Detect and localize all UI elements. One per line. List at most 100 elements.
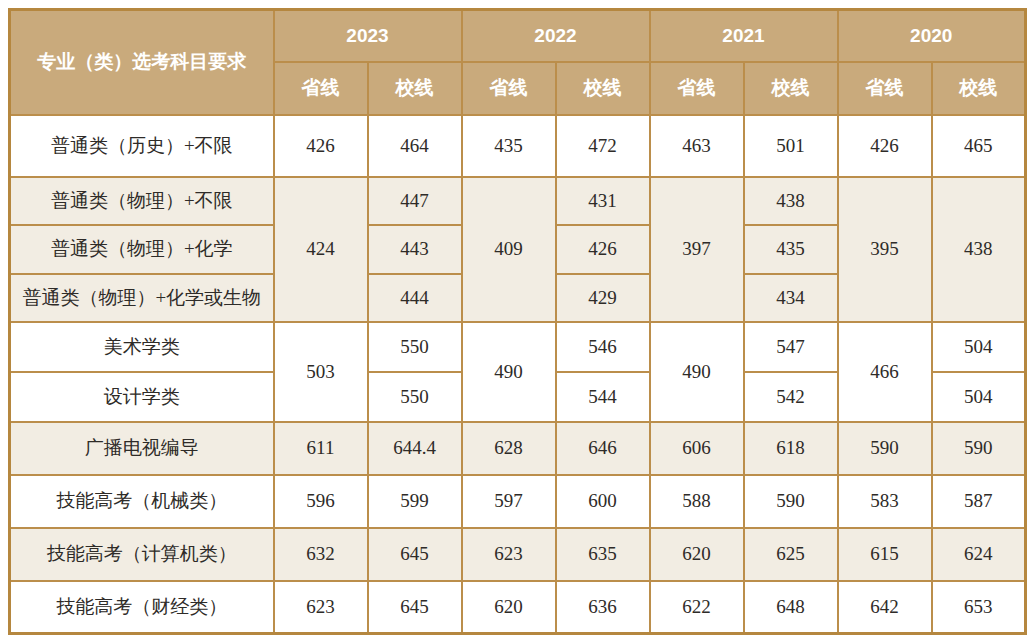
score-cell: 623	[462, 528, 556, 581]
score-cell: 546	[556, 322, 650, 372]
score-cell: 435	[462, 115, 556, 177]
score-cell: 620	[462, 581, 556, 634]
score-cell: 623	[274, 581, 368, 634]
score-cell: 636	[556, 581, 650, 634]
score-cell: 503	[274, 322, 368, 422]
score-cell: 466	[838, 322, 932, 422]
score-cell: 635	[556, 528, 650, 581]
table-row: 技能高考（财经类）623645620636622648642653	[10, 581, 1026, 634]
score-cell: 648	[744, 581, 838, 634]
score-cell: 599	[368, 475, 462, 528]
year-header-2020: 2020	[838, 10, 1026, 62]
score-cell: 463	[650, 115, 744, 177]
score-cell: 464	[368, 115, 462, 177]
score-cell: 590	[932, 422, 1026, 475]
score-cell: 596	[274, 475, 368, 528]
sub-header-2022-school: 校线	[556, 62, 650, 115]
score-cell: 501	[744, 115, 838, 177]
score-cell: 424	[274, 177, 368, 322]
score-cell: 632	[274, 528, 368, 581]
row-label: 美术学类	[10, 322, 274, 372]
score-cell: 409	[462, 177, 556, 322]
score-cell: 397	[650, 177, 744, 322]
row-label: 技能高考（机械类）	[10, 475, 274, 528]
year-header-2022: 2022	[462, 10, 650, 62]
score-cell: 438	[932, 177, 1026, 322]
sub-header-2020-province: 省线	[838, 62, 932, 115]
row-label: 普通类（物理）+不限	[10, 177, 274, 225]
score-cell: 429	[556, 274, 650, 322]
sub-header-2022-province: 省线	[462, 62, 556, 115]
score-cell: 426	[556, 225, 650, 274]
table-body: 普通类（历史）+不限426464435472463501426465普通类（物理…	[10, 115, 1026, 634]
score-cell: 472	[556, 115, 650, 177]
score-cell: 395	[838, 177, 932, 322]
table-row: 技能高考（机械类）596599597600588590583587	[10, 475, 1026, 528]
sub-header-2021-school: 校线	[744, 62, 838, 115]
score-cell: 625	[744, 528, 838, 581]
score-cell: 504	[932, 372, 1026, 422]
score-cell: 642	[838, 581, 932, 634]
table-row: 广播电视编导611644.4628646606618590590	[10, 422, 1026, 475]
score-cell: 624	[932, 528, 1026, 581]
score-cell: 490	[462, 322, 556, 422]
score-cell: 504	[932, 322, 1026, 372]
year-header-2021: 2021	[650, 10, 838, 62]
score-cell: 431	[556, 177, 650, 225]
row-label: 技能高考（计算机类）	[10, 528, 274, 581]
score-cell: 542	[744, 372, 838, 422]
score-cell: 645	[368, 581, 462, 634]
table-row: 技能高考（计算机类）632645623635620625615624	[10, 528, 1026, 581]
score-cell: 550	[368, 322, 462, 372]
year-header-2023: 2023	[274, 10, 462, 62]
score-cell: 646	[556, 422, 650, 475]
score-cell: 438	[744, 177, 838, 225]
page: 专业（类）选考科目要求2023202220212020省线校线省线校线省线校线省…	[0, 0, 1032, 635]
score-cell: 587	[932, 475, 1026, 528]
score-cell: 490	[650, 322, 744, 422]
score-cell: 544	[556, 372, 650, 422]
sub-header-2023-province: 省线	[274, 62, 368, 115]
score-cell: 597	[462, 475, 556, 528]
score-cell: 588	[650, 475, 744, 528]
score-cell: 590	[744, 475, 838, 528]
table-row: 普通类（物理）+不限424447409431397438395438	[10, 177, 1026, 225]
score-cell: 618	[744, 422, 838, 475]
score-cell: 653	[932, 581, 1026, 634]
row-label: 普通类（历史）+不限	[10, 115, 274, 177]
score-cell: 644.4	[368, 422, 462, 475]
score-cell: 600	[556, 475, 650, 528]
score-cell: 447	[368, 177, 462, 225]
score-cell: 606	[650, 422, 744, 475]
score-cell: 426	[838, 115, 932, 177]
row-label: 设计学类	[10, 372, 274, 422]
score-cell: 465	[932, 115, 1026, 177]
score-cell: 434	[744, 274, 838, 322]
row-label: 普通类（物理）+化学或生物	[10, 274, 274, 322]
score-cell: 583	[838, 475, 932, 528]
score-cell: 547	[744, 322, 838, 372]
corner-header: 专业（类）选考科目要求	[10, 10, 274, 115]
score-cell: 620	[650, 528, 744, 581]
score-cell: 611	[274, 422, 368, 475]
score-cell: 435	[744, 225, 838, 274]
sub-header-2020-school: 校线	[932, 62, 1026, 115]
row-label: 广播电视编导	[10, 422, 274, 475]
score-cell: 550	[368, 372, 462, 422]
table-row: 美术学类503550490546490547466504	[10, 322, 1026, 372]
row-label: 技能高考（财经类）	[10, 581, 274, 634]
score-cell: 426	[274, 115, 368, 177]
sub-header-2021-province: 省线	[650, 62, 744, 115]
admission-score-table: 专业（类）选考科目要求2023202220212020省线校线省线校线省线校线省…	[8, 8, 1027, 635]
score-cell: 645	[368, 528, 462, 581]
sub-header-2023-school: 校线	[368, 62, 462, 115]
score-cell: 590	[838, 422, 932, 475]
row-label: 普通类（物理）+化学	[10, 225, 274, 274]
table-row: 普通类（历史）+不限426464435472463501426465	[10, 115, 1026, 177]
score-cell: 615	[838, 528, 932, 581]
score-cell: 628	[462, 422, 556, 475]
score-cell: 622	[650, 581, 744, 634]
score-cell: 443	[368, 225, 462, 274]
table-header: 专业（类）选考科目要求2023202220212020省线校线省线校线省线校线省…	[10, 10, 1026, 115]
score-cell: 444	[368, 274, 462, 322]
